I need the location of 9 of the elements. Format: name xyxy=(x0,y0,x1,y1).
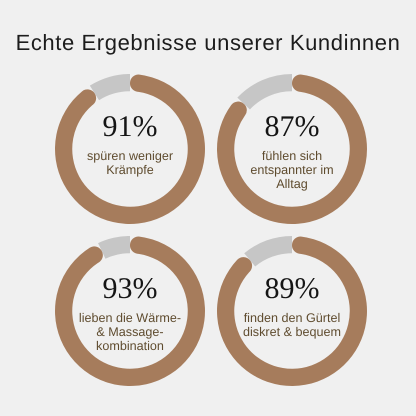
data-label: 87% xyxy=(264,110,320,143)
text: Echte Ergebnisse unserer Kundinnen xyxy=(14,30,402,56)
slice-label: spüren weniger Krämpfe xyxy=(86,149,174,177)
slice-label: finden den Gürtel diskret & bequem xyxy=(242,311,342,339)
data-label: 89% xyxy=(264,272,320,305)
data-label: 93% xyxy=(102,272,158,305)
slice-label: fühlen sich entspannter im Alltag xyxy=(249,149,335,191)
data-label: 91% xyxy=(102,110,158,143)
slice-label: lieben die Wärme- & Massage-kombination xyxy=(78,311,182,353)
